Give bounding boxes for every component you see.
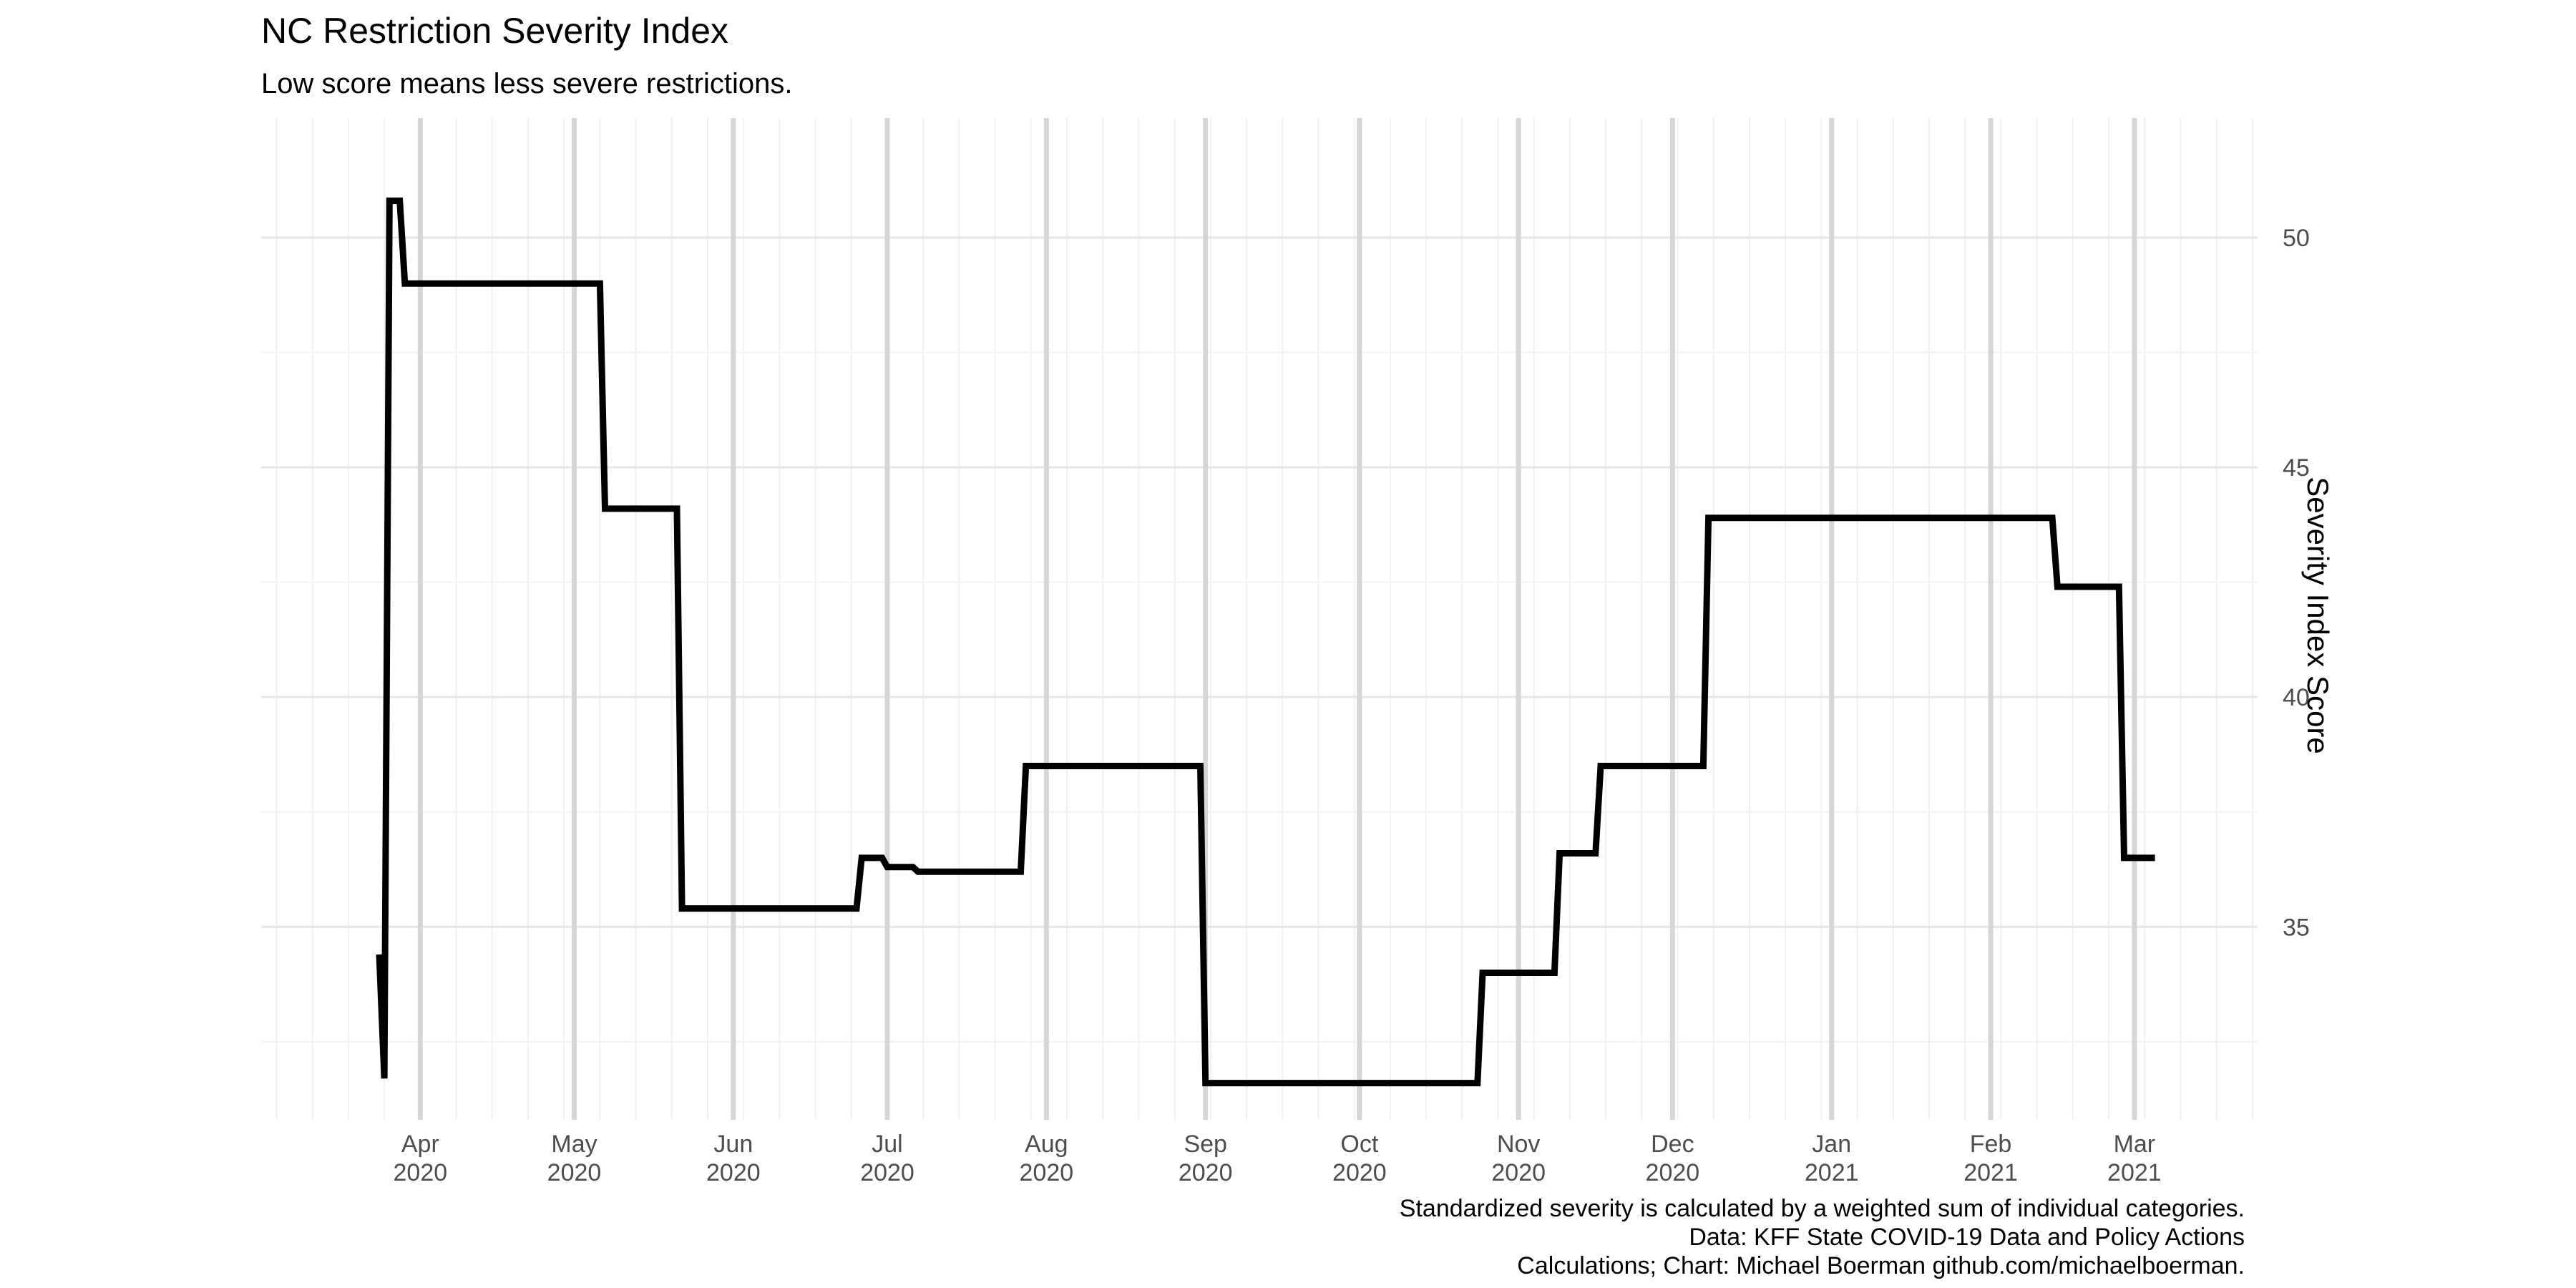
- data-point: [879, 855, 885, 861]
- data-point: [2122, 855, 2127, 861]
- data-point: [597, 280, 602, 286]
- x-tick-label-year: 2020: [547, 1159, 602, 1186]
- x-tick-label-month: Aug: [1025, 1131, 1068, 1158]
- x-tick-label-month: Apr: [401, 1131, 439, 1158]
- data-point: [1023, 763, 1029, 769]
- x-tick-label-month: May: [551, 1131, 597, 1158]
- x-tick-label-month: Sep: [1184, 1131, 1227, 1158]
- x-tick-label-month: Jan: [1812, 1131, 1851, 1158]
- data-point: [391, 198, 397, 204]
- x-tick-label-month: Oct: [1340, 1131, 1378, 1158]
- x-tick-label-year: 2020: [394, 1159, 448, 1186]
- x-tick-label-year: 2020: [1332, 1159, 1387, 1186]
- x-tick-label-year: 2021: [2107, 1159, 2162, 1186]
- data-point: [2049, 515, 2055, 521]
- data-point: [1198, 763, 1204, 769]
- data-point: [1480, 970, 1485, 975]
- x-tick-label-year: 2021: [1963, 1159, 2018, 1186]
- x-tick-label-year: 2020: [860, 1159, 914, 1186]
- data-point: [910, 864, 916, 870]
- data-point: [679, 906, 685, 912]
- data-point: [1475, 1080, 1480, 1086]
- data-point: [402, 280, 408, 286]
- data-point: [602, 506, 608, 512]
- x-tick-label-month: Mar: [2114, 1131, 2156, 1158]
- data-point: [386, 198, 392, 204]
- chart-title: NC Restriction Severity Index: [261, 11, 728, 51]
- y-axis-title: Severity Index Score: [2301, 477, 2335, 754]
- minor-gridlines: [261, 118, 2258, 1120]
- x-tick-label-month: Jul: [872, 1131, 902, 1158]
- x-tick-label-month: Jun: [713, 1131, 753, 1158]
- data-point: [1593, 851, 1599, 857]
- data-point: [1706, 515, 1712, 521]
- x-axis: Apr2020May2020Jun2020Jul2020Aug2020Sep20…: [394, 1131, 2162, 1186]
- caption-line: Data: KFF State COVID-19 Data and Policy…: [1689, 1224, 2245, 1251]
- data-point: [397, 198, 403, 204]
- data-point: [608, 506, 613, 512]
- y-axis: 35 40 45 50: [2283, 225, 2310, 941]
- x-tick-label-year: 2020: [1020, 1159, 1074, 1186]
- data-point: [1018, 869, 1023, 874]
- data-point: [2054, 584, 2060, 590]
- x-tick-label-year: 2020: [1179, 1159, 1233, 1186]
- y-tick-label: 45: [2283, 454, 2310, 482]
- data-point: [1598, 763, 1604, 769]
- chart-subtitle: Low score means less severe restrictions…: [261, 68, 793, 99]
- data-point: [1557, 851, 1563, 857]
- y-tick-label: 50: [2283, 225, 2310, 252]
- data-point: [2116, 584, 2122, 590]
- x-tick-label-month: Dec: [1651, 1131, 1694, 1158]
- y-tick-label: 35: [2283, 914, 2310, 941]
- major-gridlines: [261, 118, 2258, 1120]
- data-point: [884, 864, 890, 870]
- data-point: [2152, 855, 2158, 861]
- severity-index-line: [376, 197, 2155, 1087]
- data-point: [1551, 970, 1557, 975]
- data-point: [381, 1075, 387, 1081]
- x-tick-label-month: Feb: [1970, 1131, 2012, 1158]
- caption-line: Calculations; Chart: Michael Boerman git…: [1517, 1252, 2245, 1279]
- data-point: [1700, 763, 1706, 769]
- data-point: [407, 280, 413, 286]
- data-point: [915, 869, 921, 874]
- chart-caption: Standardized severity is calculated by a…: [1400, 1195, 2245, 1279]
- x-tick-label-year: 2020: [1646, 1159, 1700, 1186]
- x-tick-label-year: 2020: [1491, 1159, 1546, 1186]
- plot-area: [261, 118, 2258, 1120]
- data-point: [859, 855, 864, 861]
- x-tick-label-year: 2021: [1805, 1159, 1859, 1186]
- series-line-layer: [376, 197, 2158, 1087]
- x-tick-label-month: Nov: [1497, 1131, 1540, 1158]
- caption-line: Standardized severity is calculated by a…: [1400, 1195, 2245, 1222]
- data-point: [854, 906, 859, 912]
- x-tick-label-year: 2020: [706, 1159, 761, 1186]
- data-point: [376, 952, 382, 957]
- y-tick-label: 40: [2283, 684, 2310, 711]
- data-point: [1203, 1080, 1209, 1086]
- data-point: [674, 506, 680, 512]
